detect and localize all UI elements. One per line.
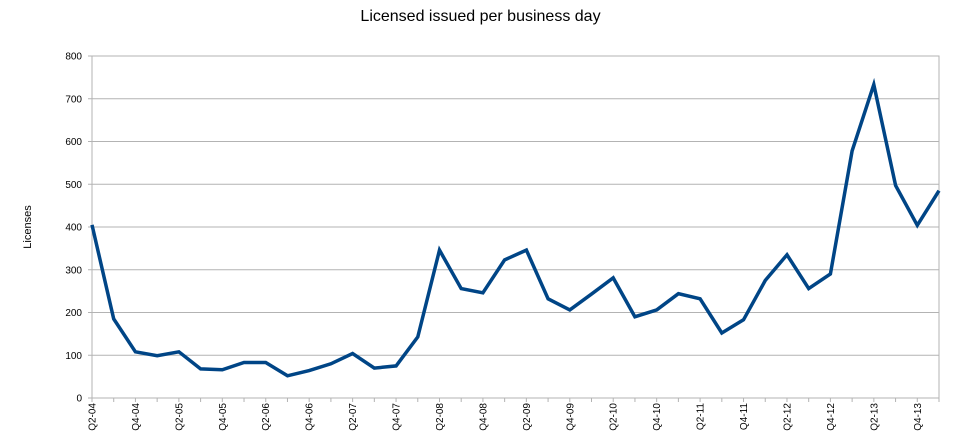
x-tick-label: Q4-10 xyxy=(652,403,663,431)
x-tick-label: Q2-04 xyxy=(88,403,99,431)
y-tick-label: 500 xyxy=(65,180,82,191)
x-tick-label: Q4-11 xyxy=(739,403,750,430)
y-tick-label: 600 xyxy=(65,137,82,148)
y-tick-label: 700 xyxy=(65,94,82,105)
x-tick-label: Q4-12 xyxy=(826,403,837,431)
x-tick-label: Q2-06 xyxy=(261,403,272,431)
x-tick-label: Q4-13 xyxy=(913,403,924,431)
x-tick-label: Q2-13 xyxy=(869,403,880,431)
x-tick-label: Q4-05 xyxy=(218,403,229,431)
x-tick-label: Q4-06 xyxy=(305,403,316,431)
y-tick-label: 0 xyxy=(76,394,82,405)
y-tick-label: 100 xyxy=(65,351,82,362)
x-tick-label: Q4-08 xyxy=(478,403,489,431)
x-tick-label: Q2-08 xyxy=(435,403,446,431)
y-axis-ticks: 0 100 200 300 400 500 600 700 800 xyxy=(65,52,92,405)
x-tick-label: Q2-09 xyxy=(522,403,533,431)
y-axis-label: Licenses xyxy=(22,205,34,249)
x-tick-label: Q2-07 xyxy=(348,403,359,431)
series-group xyxy=(90,77,941,378)
x-tick-label: Q2-12 xyxy=(782,403,793,431)
x-tick-label: Q4-04 xyxy=(131,403,142,431)
chart-title: Licensed issued per business day xyxy=(360,8,601,25)
x-tick-label: Q4-07 xyxy=(392,403,403,431)
y-tick-label: 400 xyxy=(65,223,82,234)
gridlines xyxy=(92,55,939,399)
x-tick-label: Q2-10 xyxy=(609,403,620,431)
y-tick-label: 300 xyxy=(65,265,82,276)
x-tick-label: Q2-05 xyxy=(174,403,185,431)
y-tick-label: 800 xyxy=(65,52,82,63)
x-axis-ticks: Q2-04 Q4-04 Q2-05 Q4-05 Q2-06 Q4-06 Q2-07 Q4-07… xyxy=(88,398,940,431)
series-line xyxy=(90,77,941,378)
y-tick-label: 200 xyxy=(65,308,82,319)
x-tick-label: Q4-09 xyxy=(565,403,576,431)
x-tick-label: Q2-11 xyxy=(696,403,707,430)
